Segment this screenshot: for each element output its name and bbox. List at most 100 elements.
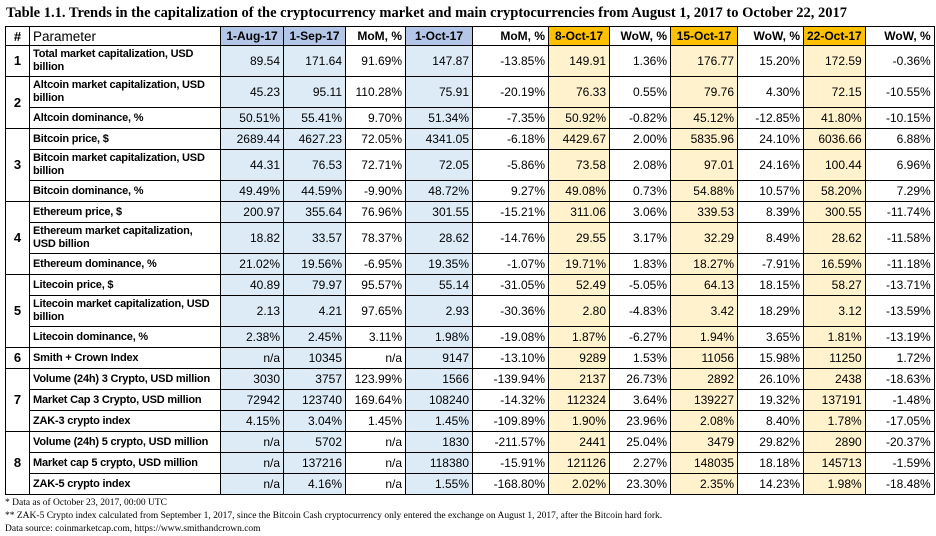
value-cell: 1.53%: [609, 347, 671, 369]
value-cell: 49.49%: [220, 180, 284, 202]
value-cell: 97.65%: [345, 295, 406, 327]
value-cell: 24.10%: [737, 128, 804, 150]
value-cell: 4.15%: [220, 410, 284, 432]
value-cell: 6036.66: [803, 128, 866, 150]
value-cell: 32.29: [670, 222, 738, 254]
value-cell: 123740: [283, 389, 346, 411]
group-number: 8: [5, 431, 30, 495]
value-cell: -15.91%: [472, 452, 549, 474]
group-number: 4: [5, 201, 30, 275]
value-cell: 2.00%: [609, 128, 671, 150]
value-cell: 9.70%: [345, 107, 406, 129]
value-cell: 2.08%: [670, 410, 738, 432]
value-cell: 2.13: [220, 295, 284, 327]
value-cell: 2892: [670, 368, 738, 390]
value-cell: 72942: [220, 389, 284, 411]
value-cell: 55.14: [405, 274, 473, 296]
column-header: 1-Sep-17: [283, 26, 346, 46]
value-cell: -1.59%: [864, 452, 935, 474]
value-cell: 76.96%: [345, 201, 406, 223]
value-cell: 6.96%: [864, 149, 935, 181]
value-cell: 9289: [548, 347, 610, 369]
value-cell: 4429.67: [548, 128, 610, 150]
column-header: MoM, %: [472, 26, 549, 46]
value-cell: 2441: [548, 431, 610, 453]
footnotes: * Data as of October 23, 2017, 00:00 UTC…: [5, 497, 936, 536]
value-cell: -14.76%: [472, 222, 549, 254]
value-cell: 14.23%: [737, 473, 804, 495]
value-cell: 18.15%: [737, 274, 804, 296]
value-cell: 1.90%: [548, 410, 610, 432]
value-cell: 23.30%: [609, 473, 671, 495]
value-cell: 3.65%: [737, 326, 804, 348]
parameter-cell: Smith + Crown Index: [29, 347, 221, 369]
value-cell: 95.11: [283, 76, 346, 108]
value-cell: -6.27%: [609, 326, 671, 348]
value-cell: n/a: [220, 347, 284, 369]
parameter-cell: Total market capitalization, USD billion: [29, 45, 221, 77]
value-cell: 19.35%: [405, 253, 473, 275]
value-cell: 148035: [670, 452, 738, 474]
value-cell: -13.19%: [864, 326, 935, 348]
value-cell: 16.59%: [803, 253, 866, 275]
value-cell: 50.51%: [220, 107, 284, 129]
value-cell: 3479: [670, 431, 738, 453]
value-cell: 8.39%: [737, 201, 804, 223]
value-cell: -13.10%: [472, 347, 549, 369]
value-cell: -9.90%: [345, 180, 406, 202]
column-header: WoW, %: [864, 26, 935, 46]
value-cell: -13.85%: [472, 45, 549, 77]
value-cell: 55.41%: [283, 107, 346, 129]
value-cell: 18.18%: [737, 452, 804, 474]
table-row: 2 Altcoin market capitalization, USD bill…: [5, 76, 935, 129]
value-cell: 121126: [548, 452, 610, 474]
value-cell: 18.29%: [737, 295, 804, 327]
value-cell: 64.13: [670, 274, 738, 296]
value-cell: 75.91: [405, 76, 473, 108]
value-cell: 11250: [803, 347, 866, 369]
parameter-cell: Bitcoin price, $: [29, 128, 221, 150]
value-cell: 79.97: [283, 274, 346, 296]
value-cell: -11.58%: [864, 222, 935, 254]
value-cell: 24.16%: [737, 149, 804, 181]
value-cell: -13.59%: [864, 295, 935, 327]
value-cell: 73.58: [548, 149, 610, 181]
value-cell: 5702: [283, 431, 346, 453]
table-row: 7 Volume (24h) 3 Crypto, USD million 3030 3…: [5, 368, 935, 432]
value-cell: -168.80%: [472, 473, 549, 495]
value-cell: 2.38%: [220, 326, 284, 348]
group-number: 3: [5, 128, 30, 202]
value-cell: 1.87%: [548, 326, 610, 348]
value-cell: 2438: [803, 368, 866, 390]
value-cell: 2.93: [405, 295, 473, 327]
value-cell: -18.63%: [864, 368, 935, 390]
value-cell: 110.28%: [345, 76, 406, 108]
value-cell: n/a: [220, 452, 284, 474]
parameter-cell: ZAK-5 crypto index: [29, 473, 221, 495]
value-cell: -109.89%: [472, 410, 549, 432]
value-cell: 1.55%: [405, 473, 473, 495]
parameter-cell: Volume (24h) 3 Crypto, USD million: [29, 368, 221, 390]
value-cell: 2.45%: [283, 326, 346, 348]
value-cell: 2.35%: [670, 473, 738, 495]
value-cell: 1830: [405, 431, 473, 453]
value-cell: -7.91%: [737, 253, 804, 275]
value-cell: 72.15: [803, 76, 866, 108]
value-cell: 311.06: [548, 201, 610, 223]
group-number: 1: [5, 45, 30, 77]
footnote-zak5: ** ZAK-5 Crypto index calculated from Se…: [5, 511, 663, 521]
value-cell: -20.19%: [472, 76, 549, 108]
value-cell: 118380: [405, 452, 473, 474]
value-cell: 123.99%: [345, 368, 406, 390]
value-cell: 339.53: [670, 201, 738, 223]
value-cell: -30.36%: [472, 295, 549, 327]
value-cell: 145713: [803, 452, 866, 474]
value-cell: 18.27%: [670, 253, 738, 275]
value-cell: 0.55%: [609, 76, 671, 108]
value-cell: 1.45%: [405, 410, 473, 432]
value-cell: 176.77: [670, 45, 738, 77]
value-cell: 79.76: [670, 76, 738, 108]
value-cell: -20.37%: [864, 431, 935, 453]
value-cell: 3.11%: [345, 326, 406, 348]
value-cell: 25.04%: [609, 431, 671, 453]
